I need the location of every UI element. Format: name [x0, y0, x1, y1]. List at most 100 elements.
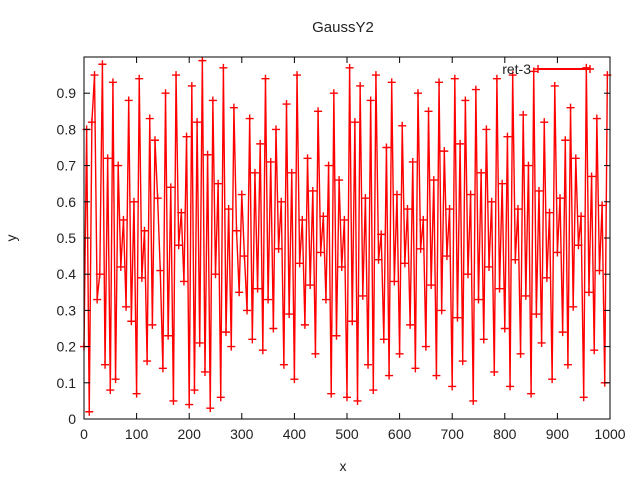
- data-point-0-32: [164, 331, 173, 340]
- data-point-0-29: [156, 266, 165, 275]
- data-point-0-71: [266, 157, 275, 166]
- data-point-0-74: [274, 244, 283, 253]
- data-point-0-39: [182, 132, 191, 141]
- data-point-0-11: [108, 78, 117, 87]
- data-point-0-100: [343, 393, 351, 402]
- y-tick-label-4: 0.4: [57, 266, 77, 282]
- data-point-0-27: [151, 136, 160, 145]
- legend-marker-1: [586, 65, 594, 73]
- data-point-0-195: [592, 114, 601, 123]
- data-point-0-78: [285, 310, 294, 319]
- data-point-0-129: [419, 215, 428, 224]
- data-point-0-82: [295, 259, 304, 268]
- data-point-0-166: [516, 349, 525, 358]
- data-point-0-110: [369, 386, 378, 395]
- data-point-0-45: [198, 56, 207, 65]
- data-point-0-134: [432, 371, 441, 380]
- data-point-0-133: [429, 176, 438, 185]
- data-point-0-187: [571, 154, 580, 163]
- data-point-0-124: [406, 320, 415, 329]
- data-point-0-70: [264, 295, 273, 304]
- x-tick-label-2: 200: [178, 426, 202, 442]
- data-point-0-55: [224, 205, 233, 214]
- data-point-0-135: [435, 78, 444, 87]
- data-point-0-6: [95, 270, 104, 279]
- data-point-0-52: [216, 393, 225, 402]
- data-point-0-159: [498, 179, 507, 188]
- data-point-0-92: [321, 295, 330, 304]
- y-tick-label-0: 0: [68, 411, 76, 427]
- data-point-0-87: [308, 186, 317, 195]
- data-point-0-94: [327, 389, 336, 398]
- data-point-0-139: [445, 205, 454, 214]
- legend-label: ret-3: [502, 61, 531, 77]
- data-point-0-143: [456, 139, 465, 148]
- data-point-0-48: [206, 404, 215, 413]
- data-point-0-177: [545, 208, 554, 217]
- data-point-0-59: [235, 288, 244, 297]
- data-point-0-157: [492, 74, 501, 83]
- y-tick-label-6: 0.6: [57, 194, 77, 210]
- data-point-0-174: [537, 338, 546, 347]
- y-tick-label-9: 0.9: [57, 85, 77, 101]
- data-point-0-184: [563, 360, 572, 369]
- data-point-0-68: [258, 346, 267, 355]
- data-point-0-77: [282, 100, 291, 109]
- data-point-0-170: [527, 389, 536, 398]
- data-point-0-163: [508, 71, 517, 80]
- data-point-0-91: [319, 212, 328, 221]
- data-point-0-76: [279, 360, 288, 369]
- data-point-0-171: [529, 67, 538, 76]
- x-tick-label-3: 300: [230, 426, 254, 442]
- data-point-0-132: [427, 281, 436, 290]
- data-point-0-86: [306, 281, 315, 290]
- data-point-0-2: [85, 407, 94, 416]
- data-point-0-28: [153, 194, 162, 203]
- data-point-0-106: [358, 291, 367, 300]
- data-point-0-137: [440, 147, 449, 156]
- data-point-0-186: [569, 302, 578, 311]
- data-point-0-4: [90, 71, 99, 80]
- data-point-0-88: [311, 349, 320, 358]
- data-point-0-116: [385, 371, 394, 380]
- data-point-0-24: [143, 357, 152, 366]
- data-point-0-128: [416, 244, 425, 253]
- x-tick-label-0: 0: [80, 426, 88, 442]
- data-point-0-97: [335, 176, 344, 185]
- data-point-0-130: [421, 342, 430, 351]
- data-point-0-85: [303, 154, 312, 163]
- data-point-0-105: [356, 81, 365, 90]
- legend-marker-0: [534, 65, 542, 73]
- data-point-0-8: [101, 360, 110, 369]
- x-tick-label-10: 1000: [594, 426, 625, 442]
- data-point-0-14: [116, 262, 125, 271]
- data-point-0-162: [506, 382, 515, 391]
- data-point-0-95: [329, 89, 338, 98]
- data-point-0-131: [424, 107, 433, 116]
- data-point-0-22: [137, 273, 146, 282]
- data-point-0-7: [98, 60, 107, 69]
- data-point-0-65: [250, 168, 259, 177]
- data-point-0-188: [574, 241, 583, 250]
- data-point-0-142: [453, 313, 462, 322]
- data-point-0-64: [248, 335, 257, 344]
- data-point-0-49: [208, 96, 217, 105]
- data-point-0-3: [87, 118, 96, 127]
- data-point-0-30: [158, 364, 167, 373]
- data-point-0-81: [293, 71, 302, 80]
- data-point-0-5: [93, 295, 102, 304]
- x-tick-label-9: 900: [546, 426, 570, 442]
- data-point-0-57: [229, 103, 238, 112]
- data-point-0-35: [172, 71, 181, 80]
- data-point-0-176: [542, 273, 551, 282]
- data-point-0-185: [566, 103, 575, 112]
- y-tick-label-1: 0.1: [57, 375, 77, 391]
- data-point-0-122: [400, 259, 409, 268]
- data-point-0-75: [277, 197, 286, 206]
- data-point-0-192: [584, 288, 593, 297]
- data-point-0-155: [487, 197, 496, 206]
- data-point-0-119: [392, 190, 401, 199]
- data-point-0-158: [495, 284, 504, 293]
- data-point-0-115: [382, 143, 391, 152]
- axes-layer: 0 100 200 300 400 500 600 700 800 900 1000 0 0.1 0.2 0…: [57, 57, 626, 442]
